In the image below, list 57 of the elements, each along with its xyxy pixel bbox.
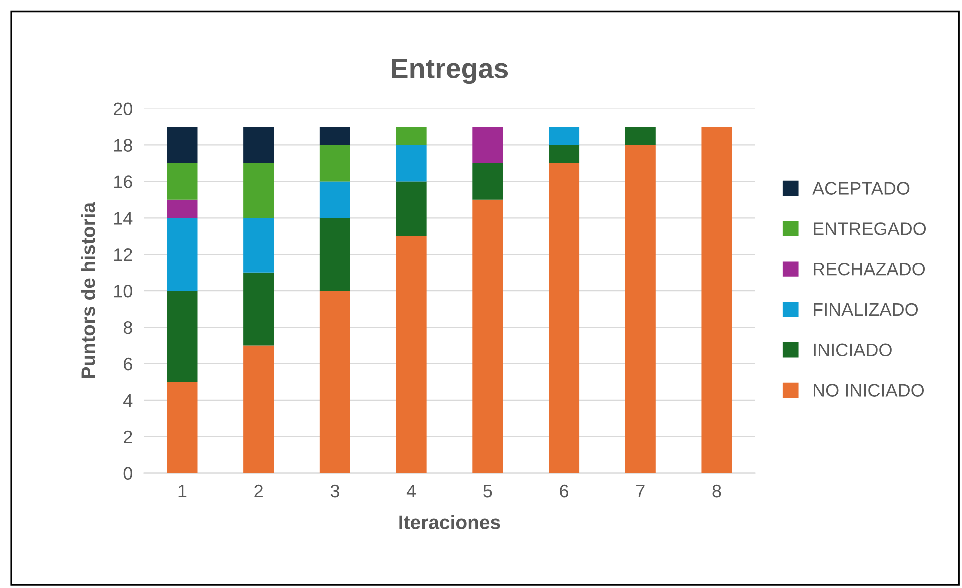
bar <box>244 218 274 273</box>
legend-label: INICIADO <box>814 344 892 357</box>
x-tick-label: 3 <box>330 484 340 498</box>
bar <box>167 127 198 164</box>
legend-label: ENTREGADO <box>814 222 926 236</box>
legend-label: NO INICIADO <box>814 384 924 397</box>
bar <box>320 182 350 218</box>
x-tick-label: 7 <box>636 485 645 498</box>
bar <box>244 163 274 218</box>
bar <box>549 145 580 164</box>
bar <box>702 127 732 474</box>
chart-title: Entregas <box>392 59 508 84</box>
bar <box>167 291 198 382</box>
y-tick-label: 8 <box>124 321 132 334</box>
legend-label: ACEPTADO <box>812 182 910 195</box>
legend-label: RECHAZADO <box>814 262 926 276</box>
bar <box>549 163 580 474</box>
bar <box>549 127 580 146</box>
x-tick-label: 2 <box>254 484 263 498</box>
bar <box>320 218 350 292</box>
bar <box>472 163 504 200</box>
y-tick-label: 2 <box>124 430 132 444</box>
x-tick-label: 1 <box>178 485 187 498</box>
y-axis-title: Puntors de historia <box>81 202 96 378</box>
y-tick-label: 18 <box>114 139 132 152</box>
y-tick-label: 6 <box>124 358 132 371</box>
x-tick-label: 5 <box>484 485 492 498</box>
bar <box>244 272 274 346</box>
bar <box>625 145 656 474</box>
y-tick-label: 14 <box>114 212 133 225</box>
bar <box>396 182 427 236</box>
bar <box>396 236 427 474</box>
x-tick-label: 8 <box>712 484 722 498</box>
bar <box>320 291 350 474</box>
bar <box>167 382 198 474</box>
x-tick-label: 4 <box>406 485 416 498</box>
bar <box>167 200 198 218</box>
y-tick-label: 4 <box>124 394 133 407</box>
legend-label: FINALIZADO <box>814 303 918 316</box>
bar <box>396 127 427 146</box>
bar <box>167 218 198 292</box>
y-tick-label: 16 <box>114 176 132 188</box>
y-tick-label: 12 <box>114 248 132 262</box>
y-tick-label: 10 <box>114 284 132 298</box>
bar <box>244 127 274 164</box>
x-tick-label: 6 <box>560 484 568 498</box>
y-tick-label: 20 <box>114 102 132 116</box>
bar <box>472 127 504 164</box>
bar <box>625 127 656 146</box>
bar <box>396 145 427 182</box>
bar <box>244 346 274 474</box>
bar <box>320 145 350 182</box>
bar <box>167 163 198 200</box>
bar <box>472 200 504 474</box>
bar <box>320 127 350 146</box>
y-tick-label: 0 <box>124 467 132 480</box>
x-axis-title: Iteraciones <box>400 515 500 530</box>
